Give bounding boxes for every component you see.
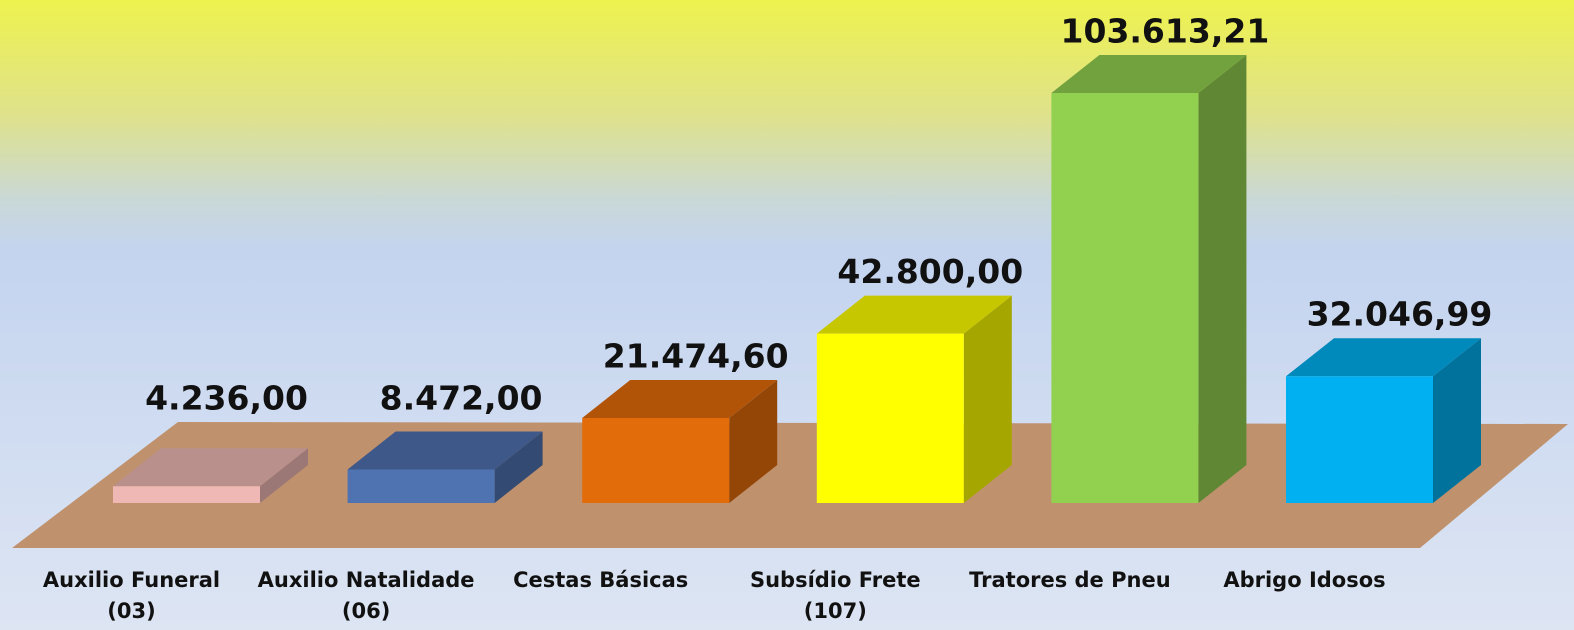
bar-side	[494, 431, 543, 503]
bar-side	[260, 448, 308, 503]
bar	[113, 448, 308, 503]
bar-side	[729, 380, 778, 503]
bar-top	[1286, 338, 1481, 377]
bar-top	[113, 448, 308, 487]
bar-front	[347, 469, 495, 503]
bar-top	[1051, 55, 1247, 93]
value-label: 42.800,00	[837, 252, 1023, 291]
value-label: 32.046,99	[1307, 295, 1493, 334]
bar	[1286, 338, 1481, 503]
value-label: 103.613,21	[1061, 12, 1270, 51]
value-label: 21.474,60	[603, 337, 789, 376]
bar	[582, 380, 778, 503]
bar-side	[1433, 338, 1481, 503]
bar	[347, 431, 543, 503]
bar-top	[582, 380, 778, 419]
bar-side	[963, 295, 1012, 503]
bar-top	[816, 295, 1012, 334]
bar-front	[816, 333, 964, 503]
bar-side	[1198, 55, 1247, 503]
bar-front	[113, 486, 260, 503]
bar	[816, 295, 1012, 503]
value-label: 4.236,00	[145, 379, 308, 418]
bar-front	[1051, 93, 1199, 503]
bar-top	[347, 431, 543, 470]
bar	[1051, 55, 1247, 503]
bar-front	[582, 418, 730, 503]
bar-front	[1286, 376, 1433, 503]
x-tick-label: Cestas Básicas	[513, 568, 689, 592]
x-tick-label: Subsídio Frete (107)	[749, 568, 921, 623]
x-tick-label: Tratores de Pneu	[969, 568, 1171, 592]
value-label: 8.472,00	[380, 379, 543, 418]
x-tick-label: Auxilio Funeral (03)	[42, 568, 221, 623]
x-tick-label: Auxilio Natalidade (06)	[257, 568, 475, 623]
x-tick-label: Abrigo Idosos	[1223, 568, 1386, 592]
